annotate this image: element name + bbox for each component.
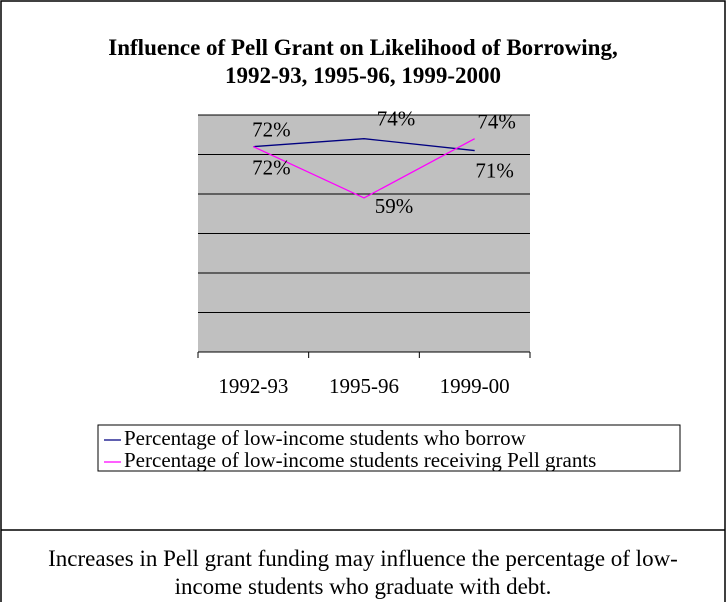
- series-line: [253, 138, 475, 199]
- legend-box: [97, 424, 681, 472]
- chart-title: Influence of Pell Grant on Likelihood of…: [108, 35, 618, 88]
- x-tick-label: 1999-00: [440, 374, 510, 398]
- data-label: 59%: [375, 194, 414, 218]
- data-label: 74%: [477, 110, 516, 134]
- x-tick-label: 1992-93: [218, 374, 288, 398]
- data-label: 72%: [252, 117, 291, 141]
- x-tick-label: 1995-96: [329, 374, 399, 398]
- data-label: 74%: [377, 107, 416, 131]
- caption: Increases in Pell grant funding may infl…: [48, 546, 678, 599]
- data-label: 72%: [252, 155, 291, 179]
- legend-label: Percentage of low-income students who bo…: [124, 426, 527, 450]
- series-line: [253, 138, 475, 152]
- data-label: 71%: [475, 158, 514, 182]
- legend-label: Percentage of low-income students receiv…: [124, 448, 596, 472]
